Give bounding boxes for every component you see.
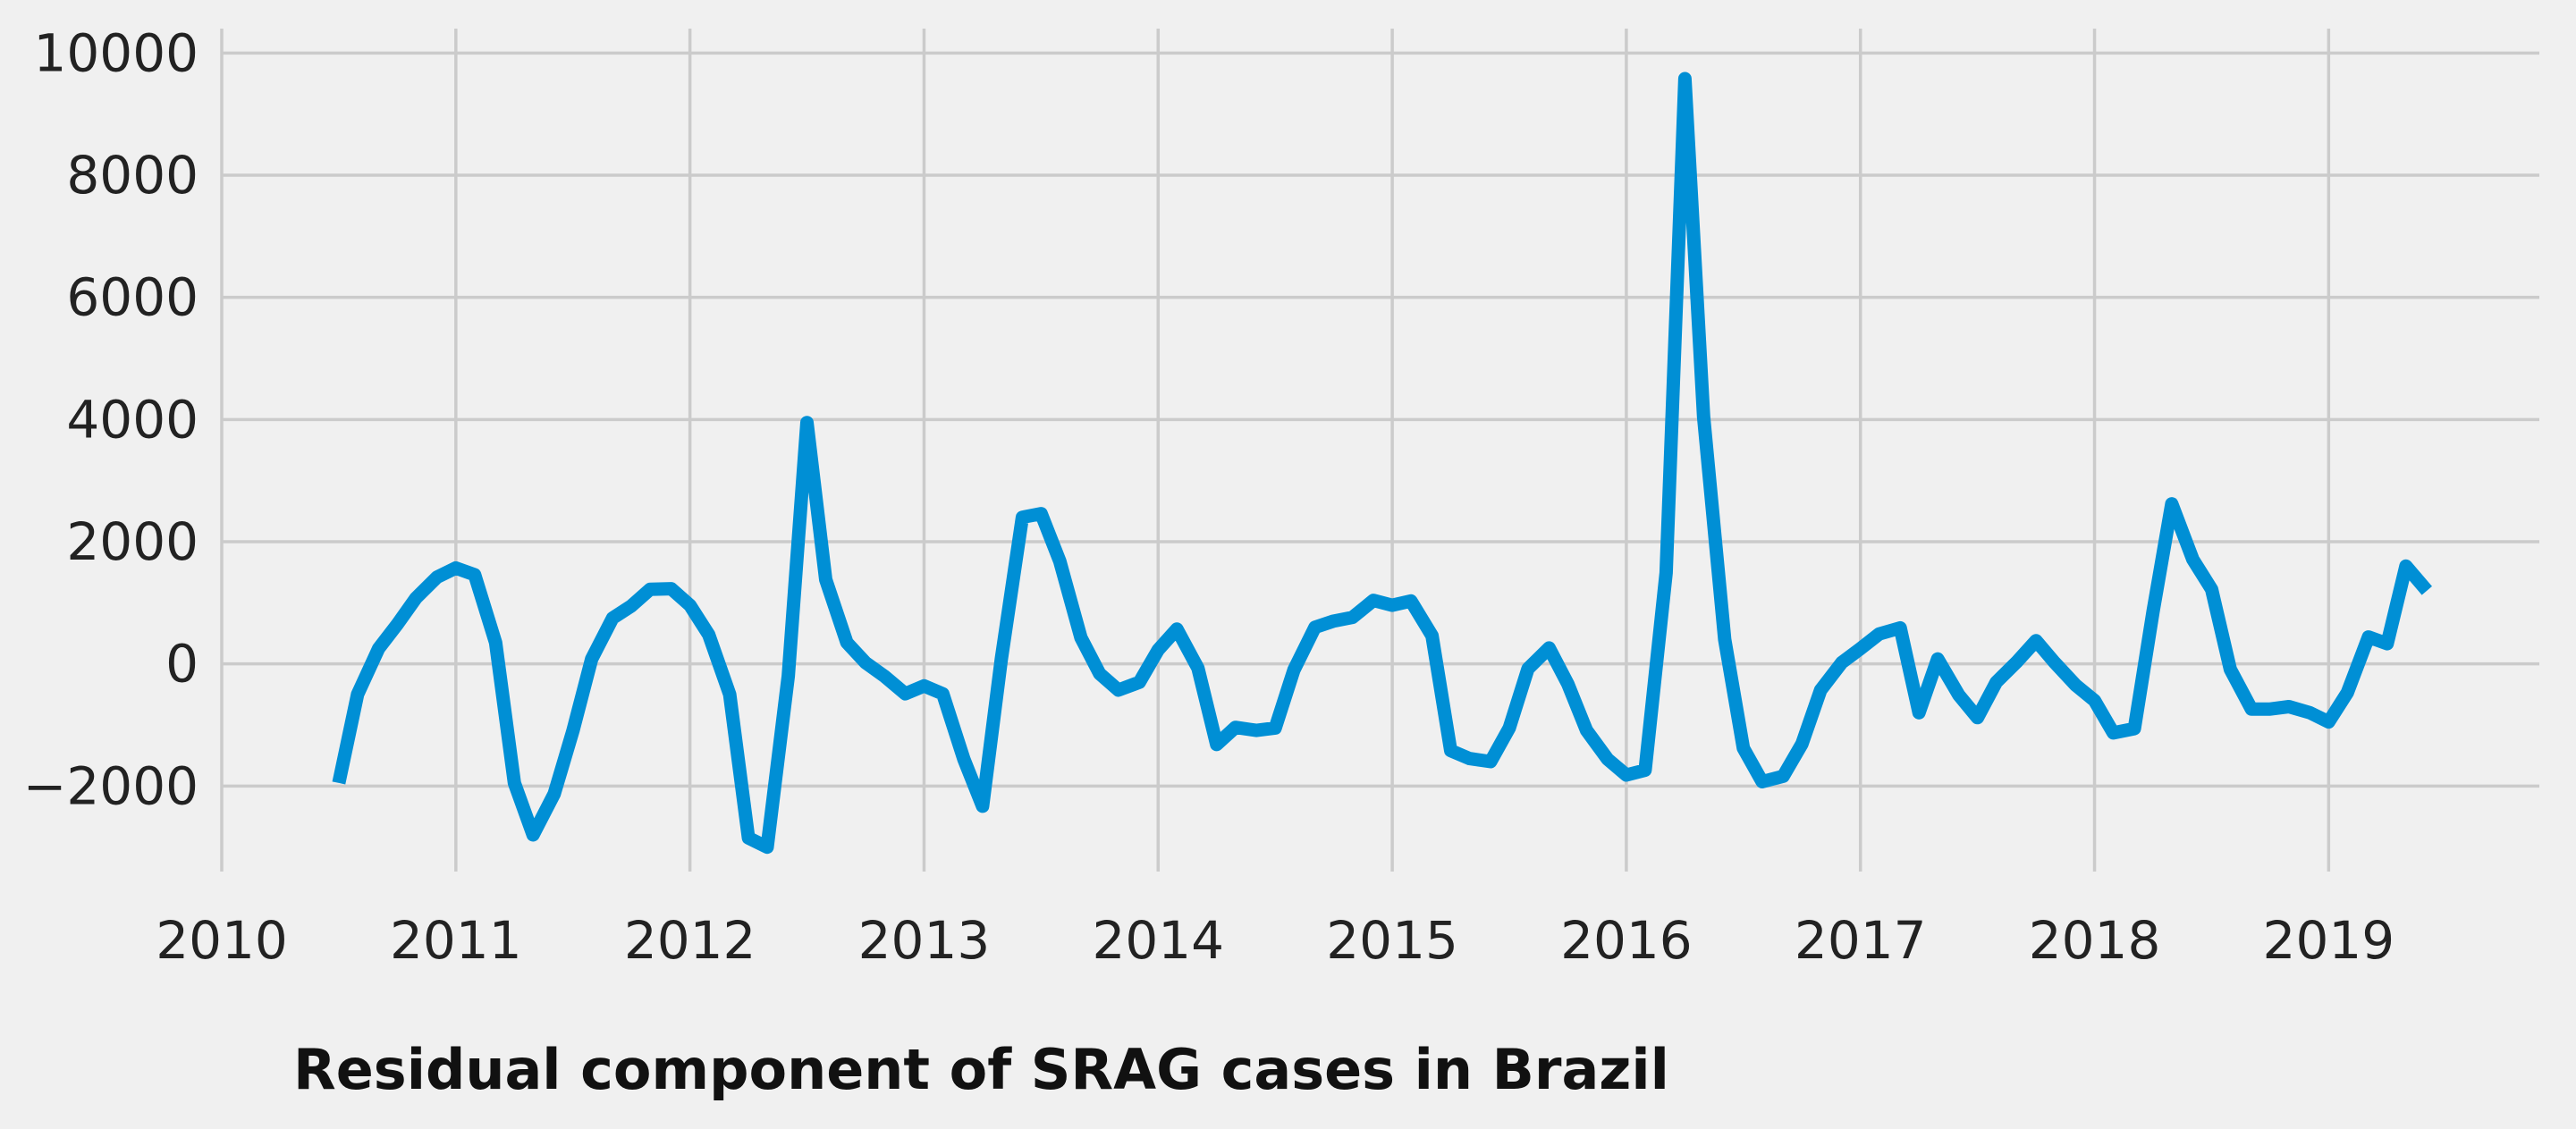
y-tick-label: 8000 [66, 145, 198, 206]
x-tick-label: 2014 [1092, 910, 1224, 971]
x-tick-label: 2010 [156, 910, 288, 971]
x-tick-label: 2012 [624, 910, 756, 971]
y-tick-label: 2000 [66, 511, 198, 572]
tick-label-layer: 2010 2011 2012 2013 2014 2015 2016 2017 2018 2019… [23, 22, 2394, 971]
x-tick-label: 2011 [390, 910, 522, 971]
y-tick-label: −2000 [23, 755, 198, 816]
x-tick-label: 2016 [1560, 910, 1693, 971]
series-line [332, 72, 2432, 855]
grid-layer [220, 29, 2539, 872]
x-tick-label: 2018 [2029, 910, 2161, 971]
x-tick-label: 2019 [2263, 910, 2395, 971]
series-layer [332, 72, 2432, 855]
y-tick-label: 10000 [33, 22, 198, 83]
y-tick-label: 0 [165, 634, 198, 695]
x-tick-label: 2013 [858, 910, 991, 971]
x-tick-label: 2017 [1795, 910, 1927, 971]
chart-title: Residual component of SRAG cases in Braz… [293, 1037, 1669, 1102]
y-tick-label: 6000 [66, 267, 198, 328]
x-tick-label: 2015 [1326, 910, 1458, 971]
y-tick-label: 4000 [66, 389, 198, 450]
